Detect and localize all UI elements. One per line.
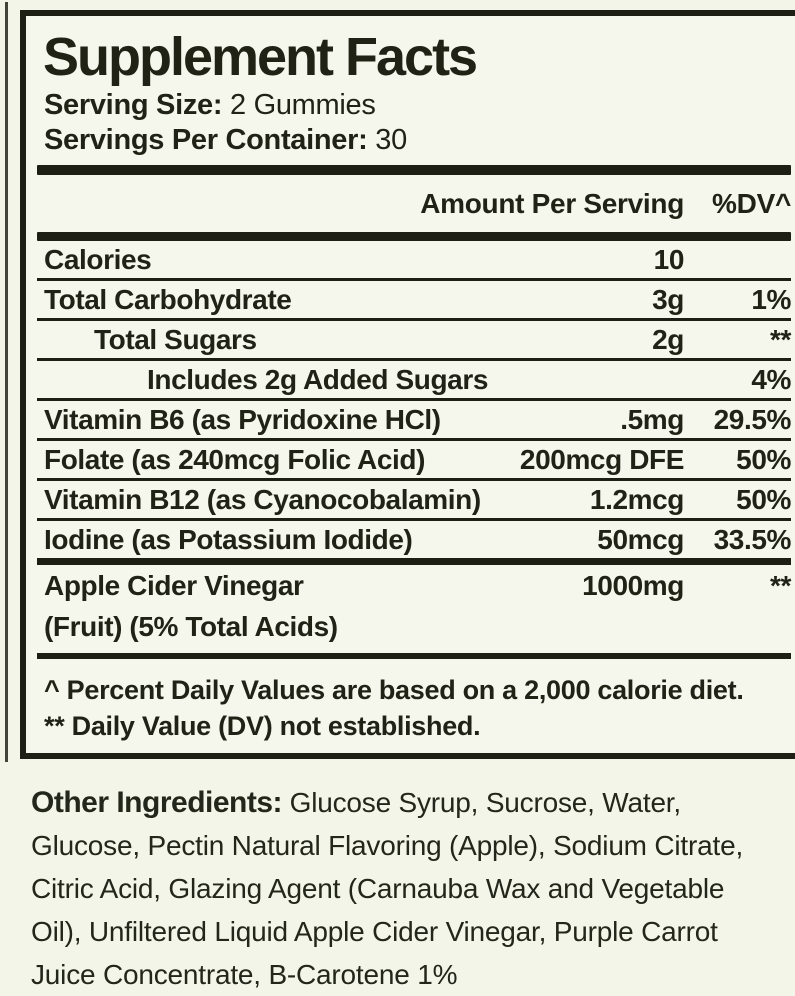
percent-dv-header: %DV^ [712,188,791,219]
footnote-daily-values: ^ Percent Daily Values are based on a 2,… [44,675,744,705]
nutrient-dv: 50% [736,444,791,475]
nutrient-dv: 33.5% [713,524,792,555]
table-row: Apple Cider Vinegar (Fruit) (5% Total Aci… [37,565,791,659]
nutrient-name: Apple Cider Vinegar (Fruit) (5% Total Aci… [44,565,582,647]
nutrient-name-line2: (Fruit) (5% Total Acids) [44,611,338,642]
label-edge-line [5,2,8,762]
divider-below-header [37,232,791,241]
other-ingredients-section: Other Ingredients: Glucose Syrup, Sucros… [0,781,795,996]
servings-per-container-line: Servings Per Container: 30 [44,123,791,158]
table-row: Calories 10 [37,241,791,281]
nutrient-amount: 10 [653,244,685,275]
table-row: Iodine (as Potassium Iodide) 50mcg 33.5% [37,521,791,565]
nutrient-name: Vitamin B12 (as Cyanocobalamin) [44,484,481,515]
supplement-facts-panel: Supplement Facts Serving Size: 2 Gummies… [20,10,795,759]
table-row: Total Sugars 2g ** [37,321,791,361]
table-row: Vitamin B6 (as Pyridoxine HCl) .5mg 29.5% [37,401,791,441]
nutrient-amount: .5mg [620,404,684,435]
table-row: Includes 2g Added Sugars 4% [37,361,791,401]
footnote-dv-not-established: ** Daily Value (DV) not established. [44,711,481,741]
table-row: Total Carbohydrate 3g 1% [37,281,791,321]
serving-size-line: Serving Size: 2 Gummies [44,88,791,123]
nutrient-dv: ** [770,570,791,601]
nutrient-name: Total Sugars [94,324,257,355]
nutrient-name: Iodine (as Potassium Iodide) [44,524,413,555]
nutrient-dv: 4% [751,364,791,395]
nutrient-dv: ** [770,324,791,355]
nutrient-amount: 1.2mcg [589,484,685,515]
footnotes: ^ Percent Daily Values are based on a 2,… [37,659,791,744]
nutrient-dv: 29.5% [713,404,792,435]
nutrient-amount: 1000mg [582,570,684,601]
table-row: Vitamin B12 (as Cyanocobalamin) 1.2mcg 50% [37,481,791,521]
table-column-header: Amount Per Serving %DV^ [37,175,791,232]
serving-size-value: 2 Gummies [229,89,376,121]
other-ingredients-label: Other Ingredients: [31,786,283,819]
nutrient-dv: 1% [751,284,791,315]
facts-rows: Calories 10 Total Carbohydrate 3g 1% Total Su… [37,241,791,659]
nutrient-name: Calories [44,244,152,275]
servings-per-container-value: 30 [375,124,407,156]
nutrient-amount: 200mcg DFE [519,444,684,475]
servings-per-container-label: Servings Per Container: [44,124,368,156]
nutrient-name: Includes 2g Added Sugars [147,364,488,395]
nutrient-amount: 2g [652,324,684,355]
divider-thick-top [37,165,791,175]
panel-title: Supplement Facts [43,27,478,87]
nutrient-name: Vitamin B6 (as Pyridoxine HCl) [44,404,441,435]
nutrient-amount: 3g [652,284,684,315]
amount-per-serving-header: Amount Per Serving [420,188,684,219]
nutrient-amount: 50mcg [597,524,684,555]
nutrient-name: Total Carbohydrate [44,284,292,315]
serving-size-label: Serving Size: [44,89,223,121]
nutrient-dv: 50% [736,484,791,515]
nutrient-name: Folate (as 240mcg Folic Acid) [44,444,426,475]
table-row: Folate (as 240mcg Folic Acid) 200mcg DFE 5… [37,441,791,481]
